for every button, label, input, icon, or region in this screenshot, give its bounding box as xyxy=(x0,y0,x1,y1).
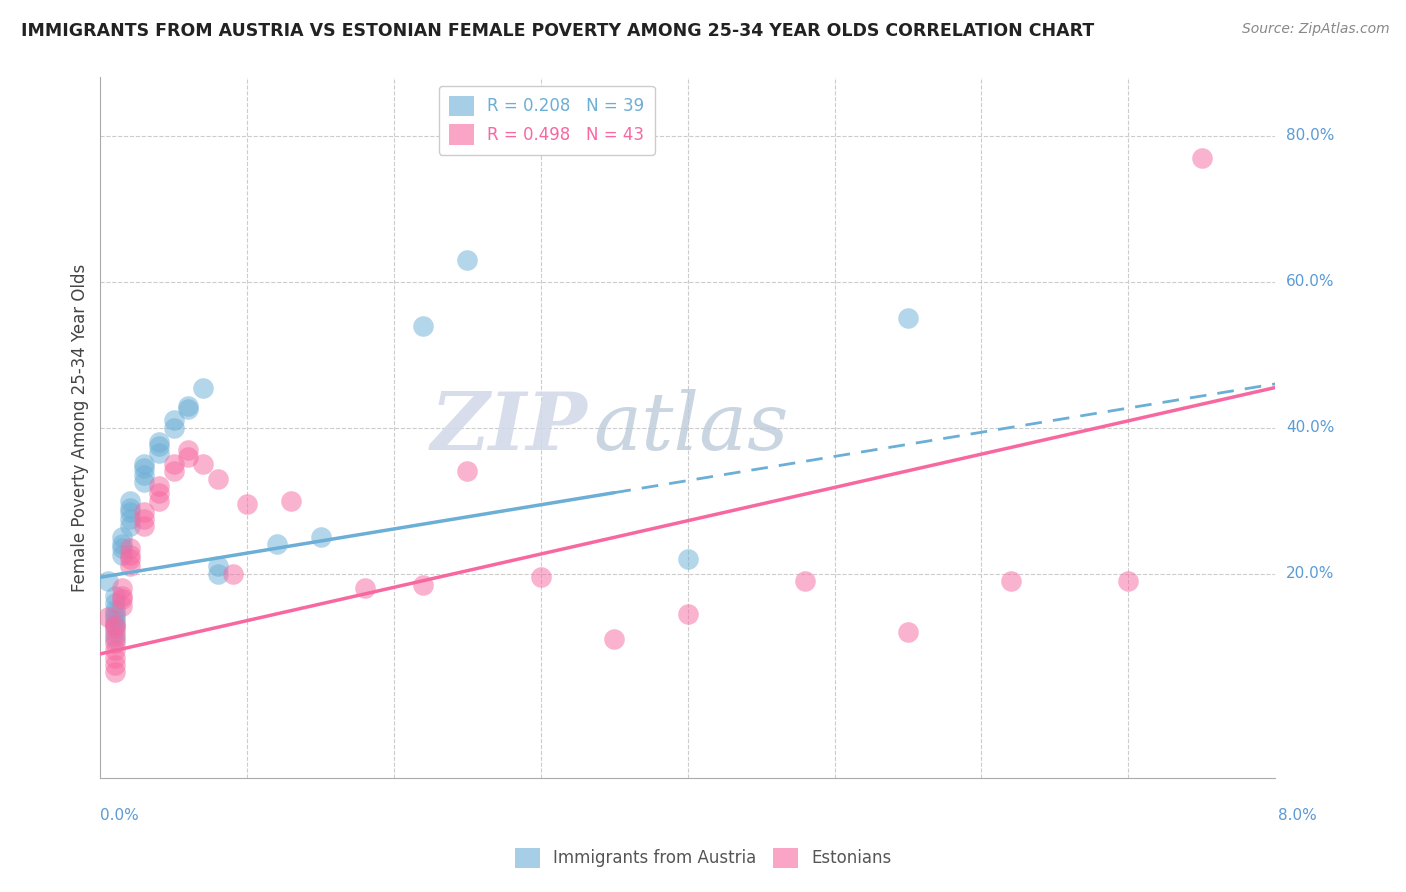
Point xyxy=(163,420,186,434)
Point xyxy=(148,435,170,450)
Point xyxy=(104,617,127,632)
Point xyxy=(207,566,229,581)
Point xyxy=(104,643,127,657)
Point xyxy=(111,581,134,595)
Point xyxy=(111,530,134,544)
Point xyxy=(118,512,141,526)
Point xyxy=(456,252,478,267)
Point xyxy=(111,549,134,563)
Point xyxy=(163,413,186,427)
Point xyxy=(163,457,186,471)
Point xyxy=(104,657,127,672)
Point xyxy=(104,636,127,650)
Point xyxy=(221,566,243,581)
Text: 40.0%: 40.0% xyxy=(1286,420,1334,435)
Point xyxy=(111,537,134,551)
Point xyxy=(104,603,127,617)
Point xyxy=(148,486,170,500)
Point xyxy=(104,629,127,643)
Point xyxy=(134,457,156,471)
Point xyxy=(163,465,186,479)
Point xyxy=(794,574,817,588)
Point xyxy=(148,493,170,508)
Point xyxy=(104,625,127,640)
Legend: R = 0.208   N = 39, R = 0.498   N = 43: R = 0.208 N = 39, R = 0.498 N = 43 xyxy=(439,86,655,155)
Point xyxy=(111,589,134,603)
Point xyxy=(134,460,156,475)
Point xyxy=(118,541,141,555)
Point xyxy=(104,607,127,621)
Point xyxy=(118,549,141,563)
Point xyxy=(118,559,141,574)
Point xyxy=(118,519,141,533)
Point xyxy=(104,650,127,665)
Point xyxy=(603,632,626,647)
Text: 8.0%: 8.0% xyxy=(1278,808,1317,823)
Text: atlas: atlas xyxy=(593,389,789,467)
Text: ZIP: ZIP xyxy=(432,389,588,467)
Point xyxy=(897,311,920,326)
Text: 0.0%: 0.0% xyxy=(100,808,139,823)
Point xyxy=(207,559,229,574)
Point xyxy=(134,505,156,519)
Text: Source: ZipAtlas.com: Source: ZipAtlas.com xyxy=(1241,22,1389,37)
Point xyxy=(97,610,120,624)
Point xyxy=(177,399,200,413)
Point xyxy=(148,439,170,453)
Point xyxy=(177,402,200,417)
Point xyxy=(111,599,134,614)
Legend: Immigrants from Austria, Estonians: Immigrants from Austria, Estonians xyxy=(508,841,898,875)
Point xyxy=(104,665,127,680)
Point xyxy=(897,625,920,640)
Point xyxy=(191,457,214,471)
Point xyxy=(104,614,127,628)
Point xyxy=(104,621,127,635)
Text: 60.0%: 60.0% xyxy=(1286,274,1334,289)
Point xyxy=(207,472,229,486)
Point xyxy=(676,607,699,621)
Point xyxy=(412,318,434,333)
Point xyxy=(530,570,553,584)
Point xyxy=(1000,574,1022,588)
Point xyxy=(118,505,141,519)
Point xyxy=(118,552,141,566)
Point xyxy=(134,475,156,490)
Point xyxy=(266,537,288,551)
Point xyxy=(412,577,434,591)
Point xyxy=(236,497,259,511)
Text: IMMIGRANTS FROM AUSTRIA VS ESTONIAN FEMALE POVERTY AMONG 25-34 YEAR OLDS CORRELA: IMMIGRANTS FROM AUSTRIA VS ESTONIAN FEMA… xyxy=(21,22,1094,40)
Point xyxy=(134,468,156,483)
Point xyxy=(309,530,332,544)
Text: 80.0%: 80.0% xyxy=(1286,128,1334,144)
Y-axis label: Female Poverty Among 25-34 Year Olds: Female Poverty Among 25-34 Year Olds xyxy=(72,263,89,591)
Point xyxy=(353,581,375,595)
Point xyxy=(177,442,200,457)
Point xyxy=(104,617,127,632)
Point xyxy=(104,589,127,603)
Point xyxy=(191,380,214,394)
Point xyxy=(118,493,141,508)
Point xyxy=(111,541,134,555)
Point xyxy=(1116,574,1139,588)
Point xyxy=(148,446,170,460)
Point xyxy=(676,552,699,566)
Point xyxy=(177,450,200,464)
Point xyxy=(148,479,170,493)
Point xyxy=(104,632,127,647)
Point xyxy=(134,519,156,533)
Point xyxy=(104,596,127,610)
Point xyxy=(1191,151,1213,165)
Point xyxy=(104,610,127,624)
Point xyxy=(111,592,134,607)
Point xyxy=(456,465,478,479)
Point xyxy=(134,512,156,526)
Text: 20.0%: 20.0% xyxy=(1286,566,1334,581)
Point xyxy=(280,493,302,508)
Point xyxy=(97,574,120,588)
Point xyxy=(118,500,141,515)
